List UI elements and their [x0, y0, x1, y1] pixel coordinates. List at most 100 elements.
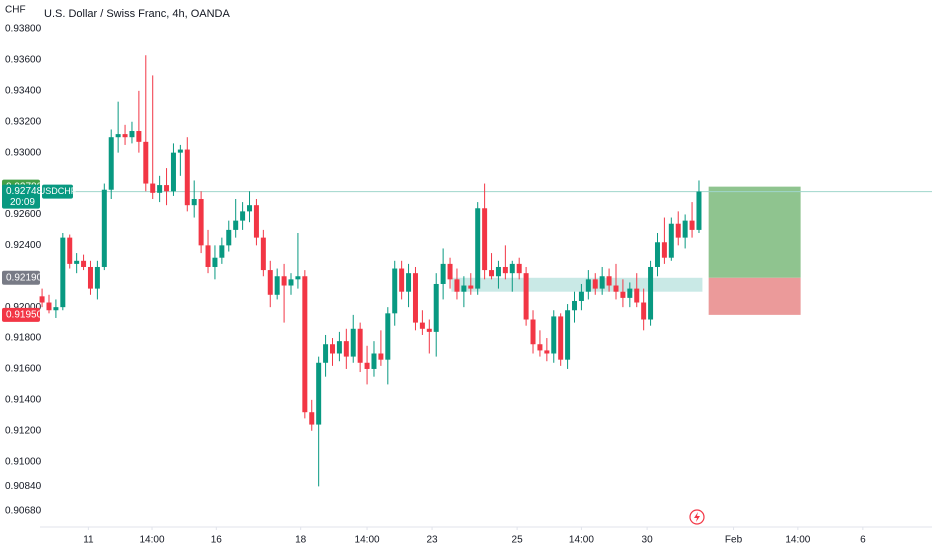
symbol-tag-box: [42, 184, 73, 199]
candle-body: [572, 300, 578, 311]
x-tick-label: 6: [860, 535, 866, 546]
price-label: 0.91950: [6, 310, 43, 321]
candle-body: [495, 266, 501, 277]
candle-body: [544, 350, 550, 354]
y-tick-label: 0.93600: [5, 55, 42, 66]
candle-body: [253, 205, 259, 238]
candle-body: [399, 268, 405, 292]
candle-body: [592, 279, 598, 289]
candle-body: [675, 223, 681, 238]
candle-body: [302, 276, 308, 413]
candle-body: [94, 266, 100, 289]
candle-body: [39, 296, 45, 303]
candle-body: [122, 134, 128, 138]
x-tick-label: 16: [211, 535, 223, 546]
price-label: 0.92190: [6, 272, 43, 283]
candle-body: [392, 268, 398, 314]
candle-body: [371, 353, 377, 369]
candle-body: [648, 266, 654, 320]
currency-label: CHF: [5, 5, 26, 16]
position-profit: [708, 186, 801, 278]
candle-body: [461, 285, 467, 292]
candle-body: [551, 316, 557, 354]
x-tick-label: 18: [295, 535, 307, 546]
y-tick-label: 0.93400: [5, 85, 42, 96]
y-tick-label: 0.91200: [5, 425, 42, 436]
candle-body: [274, 276, 280, 295]
candle-body: [219, 245, 225, 258]
candle-body: [509, 263, 515, 274]
candle-body: [184, 149, 190, 206]
candle-body: [668, 223, 674, 258]
candle-body: [599, 276, 605, 289]
candle-body: [620, 291, 626, 298]
y-tick-label: 0.92400: [5, 240, 42, 251]
candle-body: [60, 237, 66, 308]
price-label: 0.92748: [6, 186, 43, 197]
y-tick-label: 0.91400: [5, 394, 42, 405]
candle-body: [482, 208, 488, 271]
candle-body: [468, 285, 474, 289]
candle-body: [433, 283, 439, 332]
candle-body: [150, 183, 156, 193]
x-tick-label: 14:00: [140, 535, 165, 546]
candle-body: [516, 263, 522, 274]
candle-body: [226, 229, 232, 246]
candle-body: [323, 344, 329, 363]
candle-body: [385, 313, 391, 360]
y-tick-label: 0.91800: [5, 333, 42, 344]
x-tick-label: 11: [83, 535, 94, 546]
candle-body: [288, 279, 294, 286]
symbol-tag: USDCHF: [39, 186, 77, 196]
x-tick-label: 14:00: [355, 535, 380, 546]
candle-body: [53, 307, 59, 311]
candle-body: [157, 185, 163, 193]
candle-body: [205, 245, 211, 267]
candle-body: [281, 276, 287, 286]
candle-body: [412, 273, 418, 323]
candle-body: [212, 257, 218, 267]
candle-body: [558, 316, 564, 360]
candle-body: [454, 279, 460, 292]
y-tick-label: 0.91600: [5, 364, 42, 375]
candle-body: [696, 191, 702, 230]
candle-body: [419, 322, 425, 329]
candle-body: [101, 189, 107, 267]
candle-body: [578, 291, 584, 301]
candle-body: [689, 220, 695, 230]
zone: [451, 277, 703, 292]
candle-body: [523, 273, 529, 320]
candle-body: [336, 341, 342, 354]
candle-body: [489, 270, 495, 277]
y-tick-label: 0.90840: [5, 481, 42, 492]
candle-body: [240, 211, 246, 221]
candle-body: [316, 362, 322, 425]
x-tick-label: 25: [512, 535, 524, 546]
y-tick-label: 0.93000: [5, 147, 42, 158]
candle-body: [74, 260, 80, 264]
candle-body: [329, 344, 335, 354]
candle-body: [537, 344, 543, 351]
candle-body: [81, 260, 87, 267]
candle-body: [661, 242, 667, 258]
price-label-box: [2, 270, 40, 285]
y-tick-label: 0.91000: [5, 456, 42, 467]
candle-body: [343, 341, 349, 357]
position-loss: [708, 277, 801, 315]
event-icon: [689, 509, 705, 525]
x-tick-label: 14:00: [785, 535, 810, 546]
candle-body: [447, 263, 453, 280]
x-tick-label: 23: [427, 535, 439, 546]
x-tick-label: Feb: [725, 535, 743, 546]
candle-body: [67, 237, 73, 264]
candle-body: [164, 185, 170, 192]
candle-body: [364, 362, 370, 369]
candle-body: [191, 198, 197, 206]
candle-body: [682, 220, 688, 238]
candle-body: [613, 285, 619, 292]
candle-body: [530, 319, 536, 345]
candle-body: [406, 273, 412, 292]
candle-body: [627, 288, 633, 298]
y-tick-label: 0.92000: [5, 302, 42, 313]
